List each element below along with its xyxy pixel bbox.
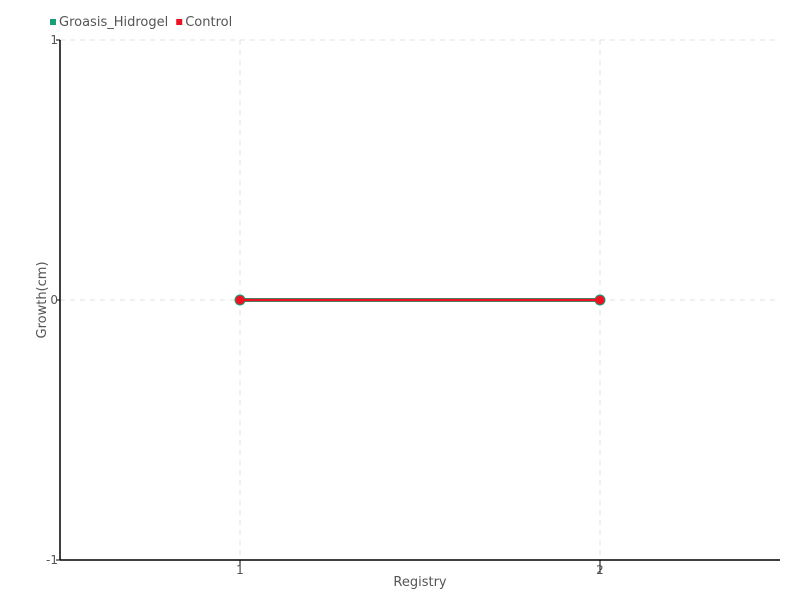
- legend-swatch: [50, 19, 56, 25]
- legend[interactable]: Groasis_Hidrogel Control: [50, 15, 232, 30]
- series: [234, 294, 606, 306]
- y-tick-label: 0: [50, 293, 58, 307]
- data-point-control: [595, 295, 605, 305]
- data-point-control: [235, 295, 245, 305]
- x-tick-label: 2: [596, 563, 604, 577]
- ticks: -1 0 1 1 2: [46, 33, 604, 577]
- legend-item-groasis_hidrogel: Groasis_Hidrogel: [59, 15, 168, 30]
- x-axis-label: Registry: [393, 575, 447, 590]
- y-axis-label: Growth(cm): [35, 261, 50, 338]
- y-tick-label: 1: [50, 33, 58, 47]
- legend-item-control: Control: [185, 15, 232, 30]
- x-tick-label: 1: [236, 563, 244, 577]
- y-tick-label: -1: [46, 553, 58, 567]
- legend-swatch: [176, 19, 183, 25]
